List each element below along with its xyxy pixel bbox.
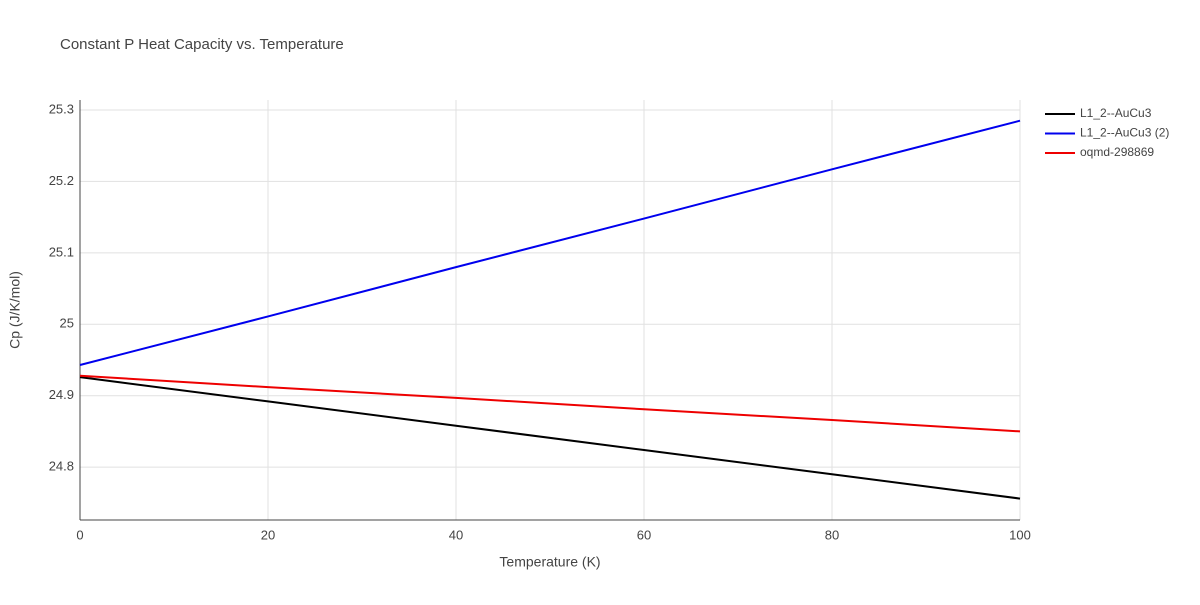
series-line <box>79 376 1021 500</box>
x-tick-label: 100 <box>1009 527 1031 542</box>
x-tick-label: 0 <box>76 527 83 542</box>
y-tick-label: 24.9 <box>49 387 74 402</box>
chart-title: Constant P Heat Capacity vs. Temperature <box>60 36 344 53</box>
y-tick-label: 25.2 <box>49 173 74 188</box>
x-axis-label: Temperature (K) <box>499 554 600 570</box>
legend-label: L1_2--AuCu3 <box>1080 106 1152 120</box>
y-tick-label: 25.1 <box>49 244 74 259</box>
y-tick-label: 25.3 <box>49 101 74 116</box>
y-tick-label: 25 <box>60 316 74 331</box>
x-tick-label: 60 <box>637 527 651 542</box>
legend-label: oqmd-298869 <box>1080 145 1154 159</box>
series-line <box>79 374 1021 433</box>
x-tick-label: 80 <box>825 527 839 542</box>
legend-label: L1_2--AuCu3 (2) <box>1080 126 1169 140</box>
y-tick-label: 24.8 <box>49 459 74 474</box>
x-tick-label: 20 <box>261 527 275 542</box>
series-line <box>79 119 1021 366</box>
y-axis-label: Cp (J/K/mol) <box>7 271 23 349</box>
x-tick-label: 40 <box>449 527 463 542</box>
